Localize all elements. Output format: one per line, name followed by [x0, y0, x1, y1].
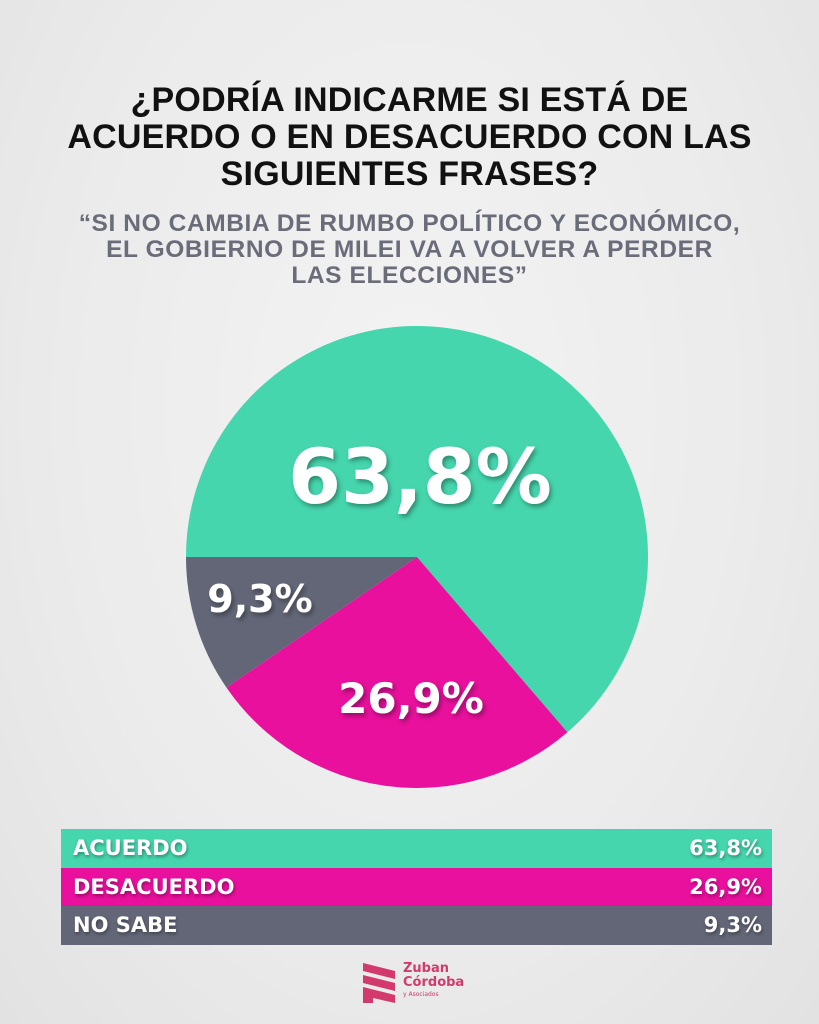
pie-label-no-sabe: 9,3% — [207, 577, 312, 621]
legend-value: 63,8% — [689, 836, 762, 861]
legend-row-acuerdo: ACUERDO 63,8% — [61, 829, 772, 868]
subtitle-line-2: EL GOBIERNO DE MILEI VA A VOLVER A PERDE… — [106, 236, 713, 263]
pie-slice-acuerdo — [185, 325, 648, 733]
pie-label-acuerdo: 63,8% — [288, 432, 552, 521]
pie-slice-desacuerdo — [226, 557, 568, 788]
legend: ACUERDO 63,8% DESACUERDO 26,9% NO SABE 9… — [61, 829, 772, 945]
title-line-3: SIGUIENTES FRASES? — [220, 155, 599, 193]
zuban-cordoba-logo-icon — [363, 963, 395, 1003]
pie-label-desacuerdo: 26,9% — [338, 674, 484, 723]
subtitle-line-3: LAS ELECCIONES” — [291, 262, 528, 289]
legend-row-no-sabe: NO SABE 9,3% — [61, 906, 772, 945]
brand-line-2: Córdoba — [403, 975, 465, 990]
legend-row-desacuerdo: DESACUERDO 26,9% — [61, 867, 772, 906]
chart-title: ¿PODRÍA INDICARME SI ESTÁ DE ACUERDO O E… — [0, 82, 819, 193]
legend-value: 9,3% — [703, 913, 762, 938]
legend-label: NO SABE — [73, 913, 178, 938]
legend-label: ACUERDO — [73, 836, 188, 861]
brand-logo: Zuban Córdoba y Asociados — [361, 962, 464, 1004]
brand-line-3: y Asociados — [403, 991, 439, 998]
legend-value: 26,9% — [689, 874, 762, 899]
subtitle-line-1: “SI NO CAMBIA DE RUMBO POLÍTICO Y ECONÓM… — [78, 210, 741, 237]
pie-slice-no-sabe — [186, 557, 417, 688]
brand-line-1: Zuban — [403, 961, 450, 976]
chart-subtitle: “SI NO CAMBIA DE RUMBO POLÍTICO Y ECONÓM… — [0, 211, 819, 289]
pie-chart: 63,8% 9,3% 26,9% — [185, 325, 648, 788]
title-line-1: ¿PODRÍA INDICARME SI ESTÁ DE — [130, 81, 689, 119]
title-line-2: ACUERDO O EN DESACUERDO CON LAS — [67, 118, 752, 156]
brand-name: Zuban Córdoba y Asociados — [403, 962, 464, 999]
legend-label: DESACUERDO — [73, 874, 235, 899]
